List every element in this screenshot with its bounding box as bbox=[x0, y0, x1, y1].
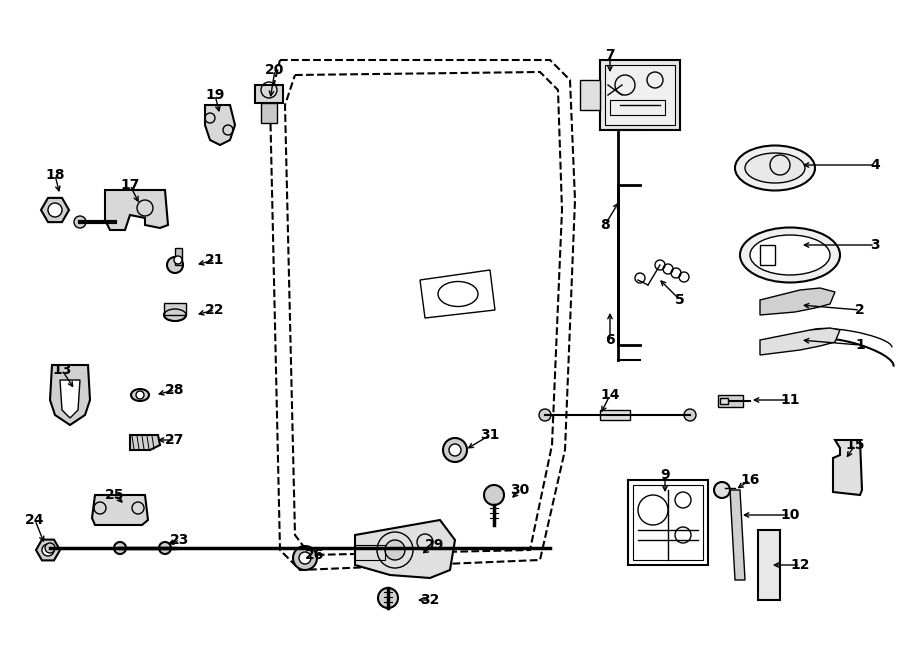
Text: 6: 6 bbox=[605, 333, 615, 347]
Text: 8: 8 bbox=[600, 218, 610, 232]
Circle shape bbox=[45, 543, 55, 553]
Bar bbox=[164, 303, 186, 315]
Circle shape bbox=[174, 256, 182, 264]
Bar bbox=[610, 100, 665, 115]
Circle shape bbox=[293, 546, 317, 570]
Bar bbox=[261, 103, 277, 123]
Text: 5: 5 bbox=[675, 293, 685, 307]
Circle shape bbox=[159, 542, 171, 554]
Text: 4: 4 bbox=[870, 158, 880, 172]
Circle shape bbox=[443, 438, 467, 462]
Text: 9: 9 bbox=[661, 468, 670, 482]
Text: 14: 14 bbox=[600, 388, 620, 402]
Bar bbox=[628, 480, 708, 565]
Bar bbox=[605, 65, 675, 125]
Bar bbox=[760, 245, 775, 265]
Bar bbox=[720, 398, 728, 404]
Polygon shape bbox=[60, 380, 80, 418]
Bar bbox=[255, 85, 283, 103]
Text: 29: 29 bbox=[426, 538, 445, 552]
Circle shape bbox=[714, 482, 730, 498]
Text: 27: 27 bbox=[166, 433, 184, 447]
Circle shape bbox=[684, 409, 696, 421]
Ellipse shape bbox=[740, 227, 840, 282]
Polygon shape bbox=[50, 365, 90, 425]
Circle shape bbox=[136, 391, 144, 399]
Text: 3: 3 bbox=[870, 238, 880, 252]
Text: 10: 10 bbox=[780, 508, 800, 522]
Polygon shape bbox=[760, 328, 840, 355]
Text: 19: 19 bbox=[205, 88, 225, 102]
Circle shape bbox=[42, 544, 54, 556]
Text: 7: 7 bbox=[605, 48, 615, 62]
Circle shape bbox=[299, 552, 311, 564]
Circle shape bbox=[114, 542, 126, 554]
Text: 30: 30 bbox=[510, 483, 529, 497]
Polygon shape bbox=[41, 198, 69, 222]
Text: 2: 2 bbox=[855, 303, 865, 317]
Text: 21: 21 bbox=[205, 253, 225, 267]
Text: 25: 25 bbox=[105, 488, 125, 502]
Bar bbox=[580, 80, 600, 110]
Ellipse shape bbox=[164, 309, 186, 321]
Circle shape bbox=[378, 588, 398, 608]
Circle shape bbox=[385, 540, 405, 560]
Polygon shape bbox=[105, 190, 168, 230]
Circle shape bbox=[539, 409, 551, 421]
Text: 23: 23 bbox=[170, 533, 190, 547]
Text: 18: 18 bbox=[45, 168, 65, 182]
Ellipse shape bbox=[131, 389, 149, 401]
Text: 26: 26 bbox=[305, 548, 325, 562]
Bar bbox=[600, 410, 630, 420]
Circle shape bbox=[484, 485, 504, 505]
Bar bbox=[600, 60, 680, 130]
Polygon shape bbox=[205, 105, 235, 145]
Polygon shape bbox=[36, 539, 60, 561]
Text: 17: 17 bbox=[121, 178, 140, 192]
Circle shape bbox=[601, 76, 629, 104]
Ellipse shape bbox=[745, 153, 805, 183]
Polygon shape bbox=[833, 440, 862, 495]
Bar bbox=[718, 395, 743, 407]
Text: 22: 22 bbox=[205, 303, 225, 317]
Polygon shape bbox=[355, 520, 455, 578]
Text: 15: 15 bbox=[845, 438, 865, 452]
Text: 28: 28 bbox=[166, 383, 184, 397]
Text: 31: 31 bbox=[481, 428, 500, 442]
Bar bbox=[175, 248, 182, 265]
Polygon shape bbox=[760, 288, 835, 315]
Text: 13: 13 bbox=[52, 363, 72, 377]
Text: 20: 20 bbox=[266, 63, 284, 77]
Text: 24: 24 bbox=[25, 513, 45, 527]
Text: 1: 1 bbox=[855, 338, 865, 352]
Text: 32: 32 bbox=[420, 593, 440, 607]
Circle shape bbox=[449, 444, 461, 456]
Bar bbox=[758, 530, 780, 600]
Ellipse shape bbox=[750, 235, 830, 275]
Ellipse shape bbox=[735, 145, 815, 190]
Circle shape bbox=[607, 82, 623, 98]
Polygon shape bbox=[730, 490, 745, 580]
Circle shape bbox=[48, 203, 62, 217]
Text: 11: 11 bbox=[780, 393, 800, 407]
Text: 16: 16 bbox=[741, 473, 760, 487]
Polygon shape bbox=[92, 495, 148, 525]
Polygon shape bbox=[130, 435, 160, 450]
Bar bbox=[355, 545, 385, 560]
Bar bbox=[633, 485, 703, 560]
Circle shape bbox=[167, 257, 183, 273]
Text: 12: 12 bbox=[790, 558, 810, 572]
Circle shape bbox=[74, 216, 86, 228]
